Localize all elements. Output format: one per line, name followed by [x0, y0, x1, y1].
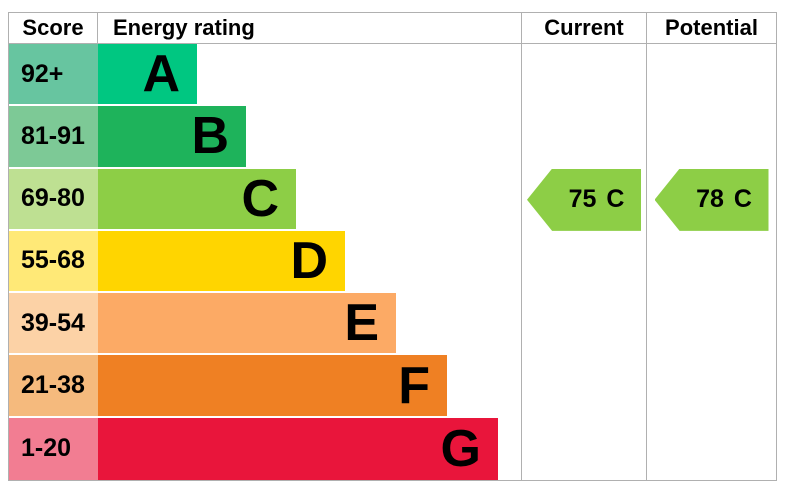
potential-rating-letter: C	[733, 185, 752, 214]
current-rating-letter: C	[606, 185, 625, 214]
current-score-value: 75	[568, 185, 597, 214]
energy-band-row-e: E	[98, 293, 521, 356]
energy-band-row-d: D	[98, 230, 521, 294]
band-letter: C	[241, 169, 279, 228]
energy-band-bar-c: C	[98, 168, 296, 229]
energy-band-bar-d: D	[98, 230, 345, 292]
energy-band-bar-e: E	[98, 293, 396, 354]
current-column-cell	[521, 293, 646, 356]
current-column-cell	[521, 355, 646, 418]
current-column-cell	[521, 417, 646, 480]
energy-band-row-a: A	[98, 44, 521, 107]
score-range-cell-e: 39-54	[9, 293, 98, 356]
score-range-cell-a: 92+	[9, 44, 98, 107]
potential-column-cell	[646, 355, 776, 418]
energy-band-row-g: G	[98, 417, 521, 480]
current-column-cell	[521, 44, 646, 107]
current-rating-arrow: 75 C	[527, 168, 641, 231]
band-letter: A	[142, 45, 180, 104]
score-range-cell-f: 21-38	[9, 355, 98, 418]
current-column-cell: 75 C	[521, 168, 646, 231]
potential-column-cell	[646, 106, 776, 169]
score-range-cell-c: 69-80	[9, 168, 98, 231]
energy-band-bar-b: B	[98, 106, 246, 167]
epc-table: Score Energy rating Current Potential 92…	[8, 12, 777, 481]
band-letter: B	[191, 107, 229, 166]
potential-rating-arrow: 78 C	[654, 168, 769, 231]
energy-band-row-b: B	[98, 106, 521, 169]
potential-score-value: 78	[696, 185, 724, 214]
potential-column-cell	[646, 230, 776, 294]
potential-column-cell	[646, 293, 776, 356]
band-letter: D	[290, 231, 328, 290]
band-letter: E	[344, 294, 379, 353]
potential-column-header: Potential	[646, 13, 776, 44]
band-letter: F	[398, 356, 430, 415]
energy-band-bar-g: G	[98, 417, 498, 480]
energy-rating-column-header: Energy rating	[98, 13, 521, 44]
score-range-cell-g: 1-20	[9, 417, 98, 480]
energy-band-bar-f: F	[98, 355, 447, 416]
score-column-header: Score	[9, 13, 98, 44]
potential-column-cell: 78 C	[646, 168, 776, 231]
current-column-header: Current	[521, 13, 646, 44]
potential-column-cell	[646, 417, 776, 480]
score-range-cell-b: 81-91	[9, 106, 98, 169]
potential-column-cell	[646, 44, 776, 107]
score-range-cell-d: 55-68	[9, 230, 98, 294]
energy-band-bar-a: A	[98, 44, 197, 105]
energy-band-row-f: F	[98, 355, 521, 418]
energy-band-row-c: C	[98, 168, 521, 231]
current-column-cell	[521, 230, 646, 294]
band-letter: G	[440, 419, 481, 478]
current-column-cell	[521, 106, 646, 169]
